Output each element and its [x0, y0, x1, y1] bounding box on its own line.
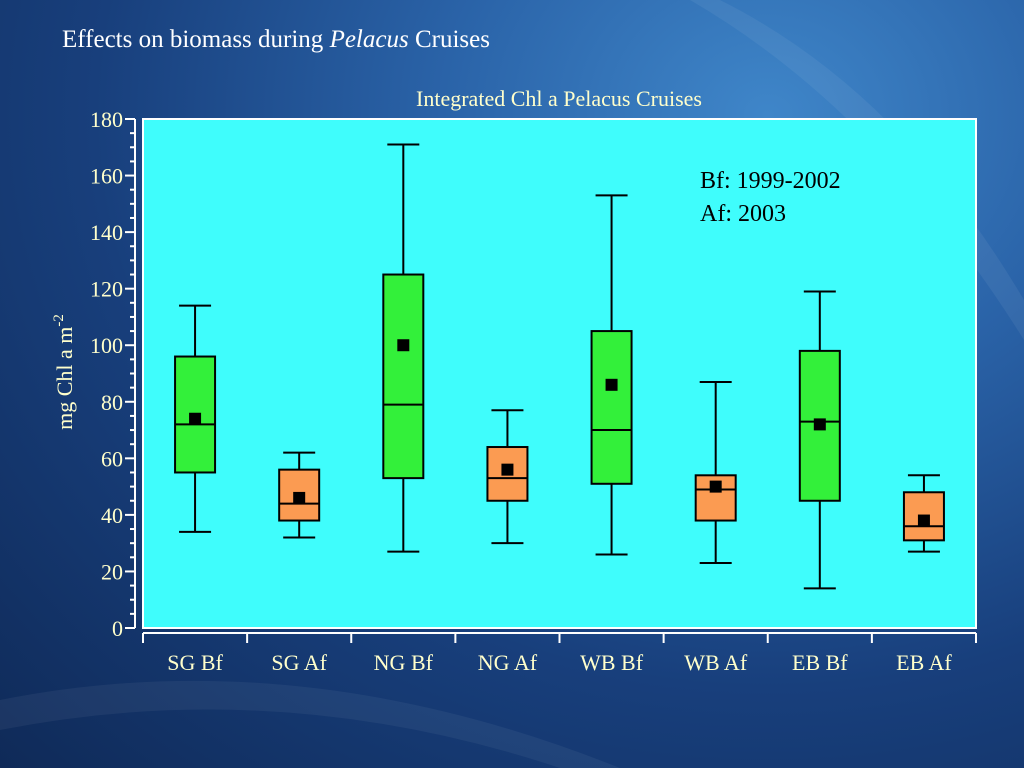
- x-tick-label: EB Bf: [792, 650, 848, 675]
- mean-marker: [189, 412, 202, 425]
- x-tick-label: SG Bf: [167, 650, 223, 675]
- y-tick-label: 180: [90, 107, 123, 132]
- y-tick-label: 80: [101, 390, 123, 415]
- y-axis-label-superscript: -2: [51, 314, 67, 327]
- y-axis-label: mg Chl a m-2: [51, 314, 77, 430]
- x-tick-label: WB Bf: [580, 650, 644, 675]
- annotation-layer: Bf: 1999-2002 Af: 2003: [700, 168, 841, 227]
- x-tick-label: NG Af: [478, 650, 538, 675]
- mean-marker: [917, 514, 930, 527]
- y-tick-label: 0: [112, 616, 123, 641]
- mean-marker: [397, 339, 410, 352]
- box-wb-bf: [590, 194, 633, 556]
- box-wb-af: [694, 380, 737, 564]
- iqr-box: [590, 330, 633, 485]
- box-eb-bf: [798, 290, 841, 590]
- y-tick-label: 140: [90, 220, 123, 245]
- legend-annotation-line: Bf: 1999-2002: [700, 168, 841, 194]
- legend-annotation-line: Af: 2003: [700, 201, 786, 227]
- y-tick-label: 40: [101, 503, 123, 528]
- x-tick-label: SG Af: [271, 650, 327, 675]
- slide-title-italic: Pelacus: [329, 26, 409, 53]
- x-tick-label: WB Af: [684, 650, 748, 675]
- box-sg-bf: [174, 304, 217, 533]
- chart-title: Integrated Chl a Pelacus Cruises: [416, 86, 702, 111]
- box-ng-bf: [382, 143, 425, 553]
- mean-marker: [605, 378, 618, 391]
- iqr-box: [382, 273, 425, 480]
- box-sg-af: [278, 451, 321, 539]
- boxes-layer: [174, 143, 945, 590]
- slide-title-prefix: Effects on biomass during: [62, 26, 330, 53]
- x-tick-label: NG Bf: [374, 650, 434, 675]
- mean-marker: [293, 491, 306, 504]
- y-tick-label: 60: [101, 446, 123, 471]
- box-eb-af: [902, 474, 945, 553]
- x-axis: SG Bf SG Af NG Bf NG Af WB Bf WB Af EB Bf EB Af: [142, 632, 977, 675]
- x-tick-label: EB Af: [896, 650, 952, 675]
- plot-area: [142, 118, 977, 629]
- y-axis: 0 20 40 60 80 100 120 140 160 180: [90, 107, 136, 641]
- y-axis-label-main: mg Chl a m: [52, 327, 77, 430]
- slide-title-suffix: Cruises: [408, 26, 490, 53]
- y-tick-label: 120: [90, 277, 123, 302]
- box-ng-af: [486, 409, 529, 545]
- mean-marker: [709, 480, 722, 493]
- mean-marker: [501, 463, 514, 476]
- y-tick-label: 100: [90, 333, 123, 358]
- slide-title: Effects on biomass during Pelacus Cruise…: [62, 26, 490, 54]
- y-tick-label: 160: [90, 164, 123, 189]
- y-tick-label: 20: [101, 559, 123, 584]
- mean-marker: [813, 418, 826, 431]
- iqr-box: [278, 468, 321, 522]
